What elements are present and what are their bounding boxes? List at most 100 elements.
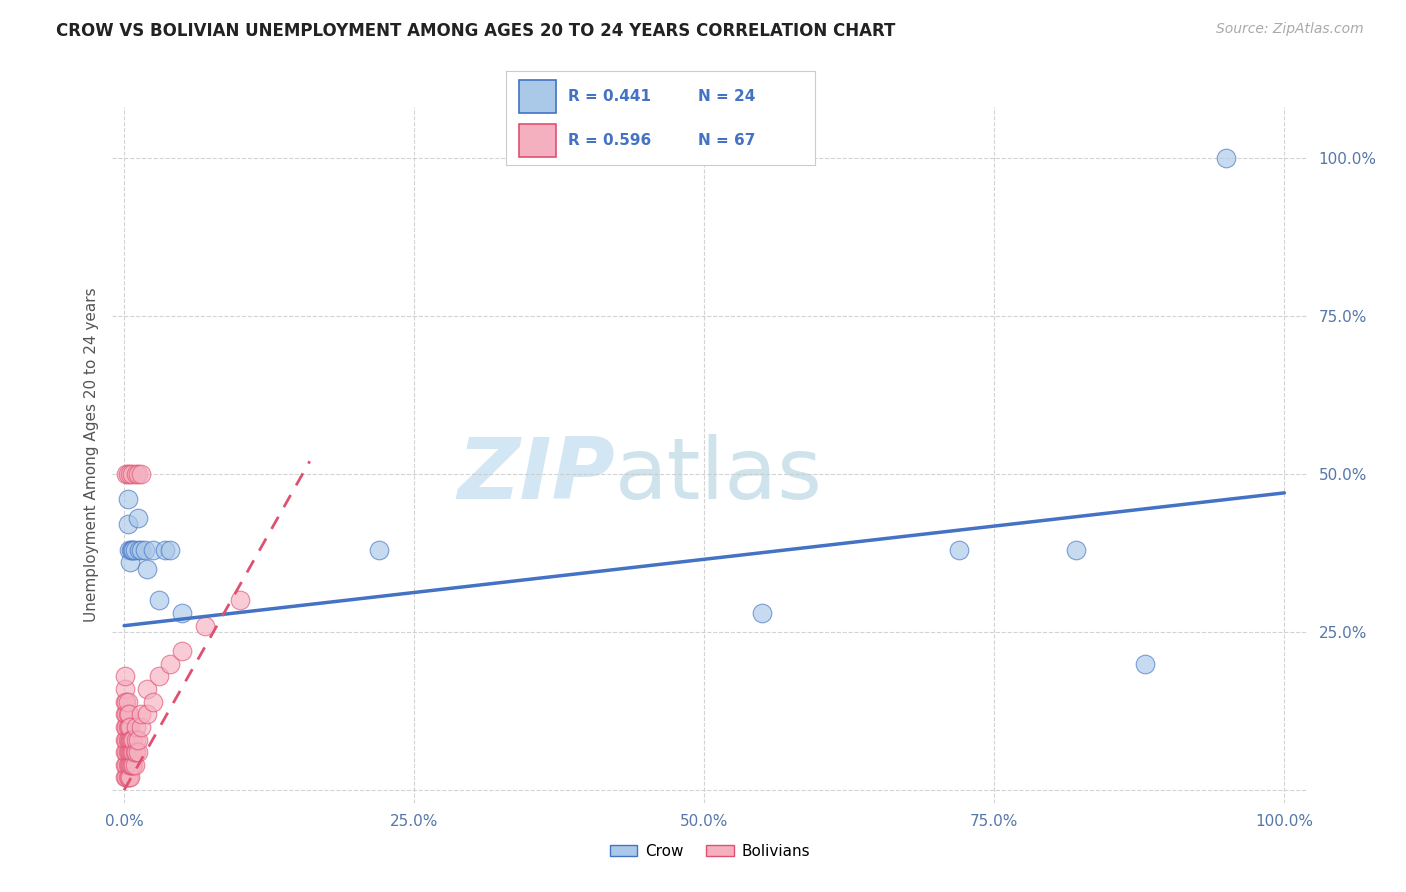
Text: R = 0.596: R = 0.596 (568, 133, 651, 148)
Point (114, 669, 136, 683)
Point (117, 707, 139, 722)
Point (114, 695, 136, 709)
Point (120, 542, 142, 557)
Point (115, 757, 138, 772)
Point (118, 757, 141, 772)
Point (122, 732, 145, 747)
Point (114, 720, 136, 734)
Point (172, 644, 194, 658)
Text: ZIP: ZIP (457, 434, 614, 517)
Point (118, 732, 141, 747)
Point (948, 542, 970, 557)
Point (118, 707, 141, 722)
Bar (519, 124, 555, 157)
Point (115, 707, 138, 722)
Point (114, 745, 136, 759)
Point (125, 467, 148, 481)
Point (118, 745, 141, 759)
Point (114, 771, 136, 785)
Point (120, 732, 142, 747)
Point (134, 542, 156, 557)
Text: CROW VS BOLIVIAN UNEMPLOYMENT AMONG AGES 20 TO 24 YEARS CORRELATION CHART: CROW VS BOLIVIAN UNEMPLOYMENT AMONG AGES… (56, 22, 896, 40)
Point (121, 467, 143, 481)
Point (118, 757, 141, 772)
Point (118, 771, 141, 785)
Point (142, 542, 165, 557)
Point (136, 707, 159, 722)
Legend: Crow, Bolivians: Crow, Bolivians (603, 838, 817, 864)
Point (131, 542, 153, 557)
Text: N = 67: N = 67 (697, 133, 755, 148)
Point (124, 757, 146, 772)
Y-axis label: Unemployment Among Ages 20 to 24 years: Unemployment Among Ages 20 to 24 years (83, 287, 98, 623)
Point (118, 732, 141, 747)
Point (127, 467, 149, 481)
Point (117, 757, 139, 772)
Point (115, 720, 138, 734)
Point (118, 542, 141, 557)
Point (115, 467, 138, 481)
Point (125, 720, 148, 734)
Point (114, 757, 136, 772)
Point (118, 720, 141, 734)
Point (120, 745, 142, 759)
Text: atlas: atlas (614, 434, 823, 517)
Point (117, 732, 139, 747)
Point (117, 492, 139, 507)
Point (131, 467, 153, 481)
Point (125, 732, 148, 747)
Point (368, 542, 391, 557)
Point (159, 542, 181, 557)
Point (115, 695, 138, 709)
Point (118, 745, 141, 759)
Point (122, 745, 145, 759)
Point (131, 720, 153, 734)
Text: R = 0.441: R = 0.441 (568, 88, 651, 103)
Point (148, 669, 170, 683)
Point (229, 593, 252, 607)
Point (121, 542, 143, 557)
Point (117, 720, 139, 734)
Point (121, 757, 143, 772)
Point (118, 771, 141, 785)
Point (122, 757, 145, 772)
Point (194, 618, 217, 632)
Point (124, 745, 146, 759)
Point (131, 707, 153, 722)
Point (117, 695, 139, 709)
Point (115, 771, 138, 785)
Point (120, 757, 142, 772)
Point (117, 771, 139, 785)
Point (136, 562, 159, 576)
Point (121, 732, 143, 747)
Point (118, 556, 141, 570)
Point (117, 517, 139, 532)
Point (117, 467, 139, 481)
Point (122, 542, 145, 557)
Point (127, 511, 149, 525)
Text: Source: ZipAtlas.com: Source: ZipAtlas.com (1216, 22, 1364, 37)
Point (118, 467, 141, 481)
Point (751, 606, 773, 620)
Point (115, 745, 138, 759)
Point (153, 542, 176, 557)
Point (148, 593, 170, 607)
Point (114, 707, 136, 722)
Text: N = 24: N = 24 (697, 88, 755, 103)
Point (136, 681, 159, 696)
Point (124, 542, 146, 557)
Point (121, 745, 143, 759)
Point (172, 606, 194, 620)
Point (159, 657, 181, 671)
Point (114, 681, 136, 696)
Point (125, 745, 148, 759)
Point (1064, 542, 1087, 557)
Point (142, 695, 165, 709)
Point (114, 732, 136, 747)
Point (128, 542, 150, 557)
Point (127, 745, 149, 759)
Point (1215, 151, 1237, 165)
Point (118, 720, 141, 734)
Point (1133, 657, 1156, 671)
Bar (519, 79, 555, 112)
